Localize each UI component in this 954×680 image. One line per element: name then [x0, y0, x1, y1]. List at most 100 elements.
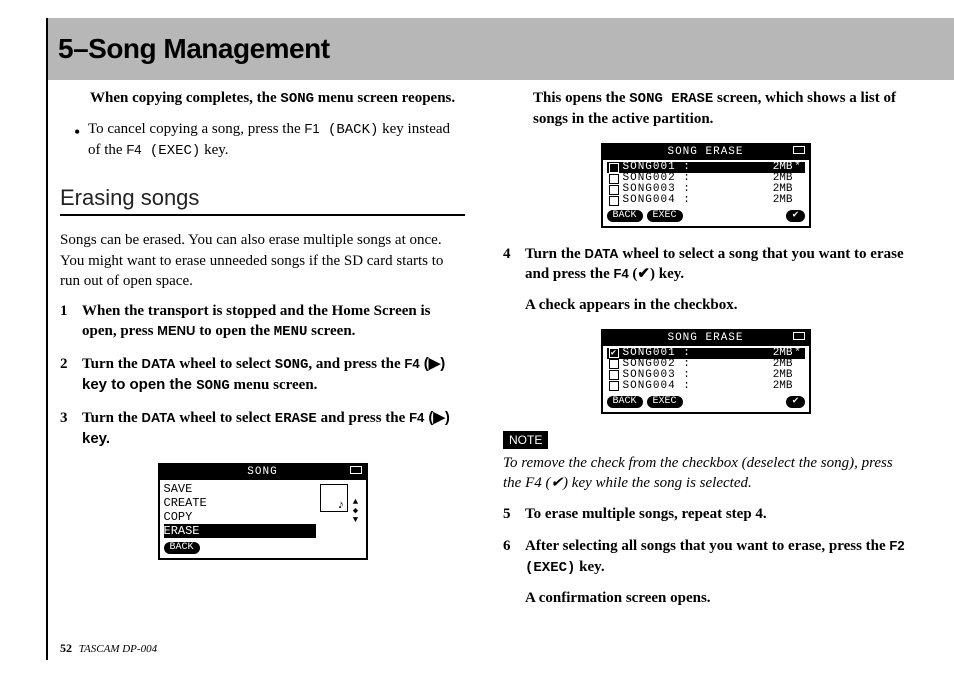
mono-text: MENU — [274, 324, 308, 340]
manual-page: 5–Song Management When copying completes… — [0, 0, 954, 680]
lcd-titlebar: SONG — [160, 465, 366, 480]
step-1: 1 When the transport is stopped and the … — [60, 301, 465, 342]
step-text: Turn the DATA wheel to select ERASE and … — [82, 408, 465, 449]
softkey-check: ✔ — [786, 210, 804, 222]
lcd-erase-figure-1: SONG ERASE SONG001 :2MB*SONG002 :2MBSONG… — [503, 143, 908, 228]
step-5: 5 To erase multiple songs, repeat step 4… — [503, 504, 908, 524]
text: screen. — [307, 323, 355, 339]
song-size: 2MB — [773, 195, 793, 206]
battery-icon — [793, 332, 805, 340]
checkbox-icon — [609, 174, 619, 184]
lcd-titlebar: SONG ERASE — [603, 145, 809, 160]
bullet-icon: • — [74, 119, 88, 161]
lcd-softkeys: BACK EXEC ✔ — [603, 394, 809, 412]
mono-text: (EXEC) — [142, 143, 201, 159]
lcd-screen: SONG SAVECREATECOPYERASE ▲◆▼ BACK — [158, 463, 368, 560]
key-label: F4 — [126, 142, 141, 157]
mono-text: (EXEC) — [525, 560, 575, 576]
section-heading-erasing: Erasing songs — [60, 183, 465, 217]
note-label: NOTE — [503, 431, 548, 449]
lcd-menu-item: ERASE — [164, 524, 316, 538]
checkbox-icon — [609, 185, 619, 195]
lcd-title: SONG ERASE — [667, 146, 743, 158]
step-text: To erase multiple songs, repeat step 4. — [525, 504, 908, 524]
current-song-marker: * — [793, 348, 803, 359]
song-size: 2MB — [773, 381, 793, 392]
text: When copying completes, the — [90, 90, 280, 106]
battery-icon — [793, 146, 805, 154]
checkbox-icon — [609, 163, 619, 173]
softkey-exec: EXEC — [647, 210, 683, 222]
lcd-body: ✔SONG001 :2MB*SONG002 :2MBSONG003 :2MBSO… — [603, 346, 809, 394]
step-number: 2 — [60, 354, 82, 396]
song-name: SONG004 : — [623, 195, 769, 206]
key-label: DATA — [141, 410, 175, 425]
current-song-marker: * — [793, 162, 803, 173]
text: wheel to select — [176, 356, 275, 372]
step-4: 4 Turn the DATA wheel to select a song t… — [503, 244, 908, 315]
updown-arrows-icon: ▲◆▼ — [350, 482, 362, 538]
note-body: To remove the check from the checkbox (d… — [503, 453, 908, 494]
key-label: F4 — [404, 356, 419, 371]
key-label: F4 — [409, 410, 424, 425]
lcd-song-menu-figure: SONG SAVECREATECOPYERASE ▲◆▼ BACK — [60, 463, 465, 560]
text: to open the — [195, 323, 273, 339]
lcd-titlebar: SONG ERASE — [603, 331, 809, 346]
checkbox-icon: ✔ — [609, 348, 619, 358]
checkbox-icon — [609, 359, 619, 369]
checkbox-icon — [609, 196, 619, 206]
step-text: Turn the DATA wheel to select a song tha… — [525, 244, 908, 315]
text: Turn the — [525, 246, 584, 262]
left-margin-rule — [46, 18, 48, 660]
softkey-exec: EXEC — [647, 396, 683, 408]
step-text: Turn the DATA wheel to select SONG, and … — [82, 354, 465, 396]
text: (✔) key. — [629, 266, 684, 282]
lcd-side: ▲◆▼ — [316, 482, 362, 538]
left-column: When copying completes, the SONG menu sc… — [60, 88, 465, 630]
mono-text: SONG — [275, 357, 309, 373]
lcd-body: SONG001 :2MB*SONG002 :2MBSONG003 :2MBSON… — [603, 160, 809, 208]
text: To cancel copying a song, press the — [88, 121, 304, 137]
lcd-screen: SONG ERASE SONG001 :2MB*SONG002 :2MBSONG… — [601, 143, 811, 228]
lcd-erase-figure-2: SONG ERASE ✔SONG001 :2MB*SONG002 :2MBSON… — [503, 329, 908, 414]
lcd-softkeys: BACK — [160, 540, 366, 558]
page-footer: 52 TASCAM DP-004 — [60, 641, 157, 656]
text: and press the — [317, 410, 409, 426]
step-number: 3 — [60, 408, 82, 449]
lcd-menu-item: COPY — [164, 510, 316, 524]
text: , and press the — [308, 356, 404, 372]
step-text: When the transport is stopped and the Ho… — [82, 301, 465, 342]
step-number: 6 — [503, 536, 525, 608]
softkey-back: BACK — [607, 396, 643, 408]
cancel-copy-bullet: • To cancel copying a song, press the F1… — [74, 119, 465, 161]
checkbox-icon — [609, 381, 619, 391]
two-column-layout: When copying completes, the SONG menu sc… — [60, 88, 908, 630]
softkey-check: ✔ — [786, 396, 804, 408]
text: After selecting all songs that you want … — [525, 538, 889, 554]
mono-text: SONG — [280, 91, 314, 107]
checkbox-icon — [609, 370, 619, 380]
mono-text: SONG — [196, 378, 230, 394]
lcd-screen: SONG ERASE ✔SONG001 :2MB*SONG002 :2MBSON… — [601, 329, 811, 414]
lcd-song-row: SONG004 : 2MB — [607, 195, 805, 206]
note-icon — [320, 484, 348, 512]
chapter-title: 5–Song Management — [48, 33, 330, 65]
lcd-title: SONG ERASE — [667, 332, 743, 344]
step-text: After selecting all songs that you want … — [525, 536, 908, 608]
key-label: DATA — [584, 246, 618, 261]
step-number: 5 — [503, 504, 525, 524]
open-erase-text: This opens the SONG ERASE screen, which … — [533, 88, 908, 129]
copy-complete-text: When copying completes, the SONG menu sc… — [90, 88, 465, 109]
text: key. — [200, 142, 228, 158]
lcd-song-row: SONG004 :2MB — [607, 381, 805, 392]
softkey-back: BACK — [164, 542, 200, 554]
step-subtext: A check appears in the checkbox. — [525, 295, 908, 315]
lcd-title: SONG — [247, 466, 277, 478]
step-2: 2 Turn the DATA wheel to select SONG, an… — [60, 354, 465, 396]
text: This opens the — [533, 90, 629, 106]
text: Turn the — [82, 410, 141, 426]
step-number: 1 — [60, 301, 82, 342]
lcd-menu-item: CREATE — [164, 496, 316, 510]
lcd-menu-item: SAVE — [164, 482, 316, 496]
key-label: DATA — [141, 356, 175, 371]
